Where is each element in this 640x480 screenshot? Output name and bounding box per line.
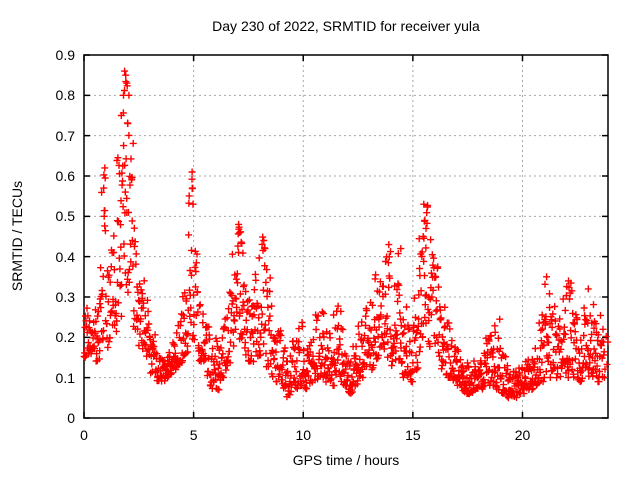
y-tick-label: 0.4: [55, 248, 75, 265]
y-tick-label: 0.1: [55, 369, 75, 386]
x-tick-label: 15: [405, 427, 421, 443]
y-tick-label: 0.3: [55, 289, 75, 305]
x-tick-label: 20: [514, 427, 531, 443]
data-points: [80, 67, 612, 402]
y-tick-label: 0.5: [55, 208, 75, 225]
x-tick-label: 10: [295, 427, 312, 443]
y-tick-label: 0.6: [55, 168, 75, 184]
y-tick-label: 0.9: [55, 47, 75, 63]
y-tick-label: 0.7: [55, 127, 75, 144]
x-tick-label: 0: [80, 427, 88, 443]
plot-border: [83, 54, 609, 419]
y-tick-label: 0.2: [55, 329, 75, 346]
grid-lines: [84, 55, 608, 418]
x-tick-label: 5: [189, 427, 198, 443]
chart-title: Day 230 of 2022, SRMTID for receiver yul…: [212, 18, 480, 34]
x-axis-label: GPS time / hours: [292, 452, 400, 468]
y-tick-label: 0: [67, 410, 75, 426]
y-tick-label: 0.8: [55, 87, 75, 104]
